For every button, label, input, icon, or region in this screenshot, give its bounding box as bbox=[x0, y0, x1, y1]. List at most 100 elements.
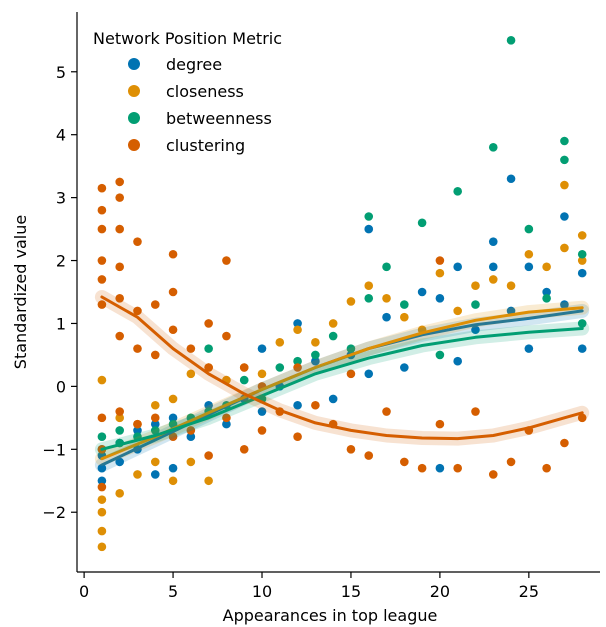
data-point-degree bbox=[97, 476, 107, 486]
data-point-betweenness bbox=[577, 319, 587, 328]
data-point-degree bbox=[186, 432, 196, 442]
data-point-degree bbox=[400, 363, 409, 372]
data-point-degree bbox=[524, 262, 534, 272]
trend-line-closeness bbox=[100, 306, 584, 461]
data-point-degree bbox=[150, 470, 160, 479]
data-point-degree bbox=[364, 369, 374, 379]
data-point-clustering bbox=[168, 249, 178, 259]
data-point-betweenness bbox=[115, 426, 124, 435]
data-point-clustering bbox=[115, 331, 124, 341]
data-point-clustering bbox=[133, 306, 142, 316]
data-point-clustering bbox=[97, 275, 107, 284]
data-point-betweenness bbox=[97, 432, 107, 442]
data-point-degree bbox=[577, 344, 587, 353]
data-point-degree bbox=[293, 400, 302, 410]
x-tick-label: 0 bbox=[79, 582, 89, 601]
data-point-degree bbox=[488, 262, 498, 272]
y-tick-label: 1 bbox=[56, 314, 66, 333]
data-point-clustering bbox=[364, 451, 374, 460]
data-point-clustering bbox=[311, 400, 320, 410]
axes bbox=[76, 12, 600, 573]
data-point-clustering bbox=[133, 237, 142, 246]
data-point-closeness bbox=[97, 375, 107, 385]
x-axis-title: Appearances in top league bbox=[223, 606, 438, 625]
y-tick-label: 3 bbox=[56, 189, 66, 208]
data-point-closeness bbox=[293, 325, 302, 335]
data-point-closeness bbox=[204, 476, 213, 486]
x-tick-label: 25 bbox=[519, 582, 539, 601]
x-tick-label: 10 bbox=[252, 582, 272, 601]
legend-marker-betweenness bbox=[128, 112, 140, 124]
data-point-clustering bbox=[506, 457, 516, 467]
data-point-betweenness bbox=[204, 344, 213, 353]
data-point-clustering bbox=[186, 344, 196, 353]
data-point-clustering bbox=[97, 413, 107, 423]
data-point-degree bbox=[542, 287, 551, 297]
data-point-closeness bbox=[257, 369, 267, 379]
data-point-betweenness bbox=[506, 36, 516, 45]
data-point-betweenness bbox=[560, 155, 569, 165]
trend-line-betweenness bbox=[100, 327, 584, 451]
data-point-degree bbox=[257, 344, 267, 353]
data-point-closeness bbox=[471, 281, 480, 291]
data-point-closeness bbox=[133, 470, 142, 479]
y-tick-label: −1 bbox=[42, 440, 66, 459]
data-point-clustering bbox=[133, 419, 142, 429]
data-point-closeness bbox=[560, 180, 569, 190]
data-point-degree bbox=[435, 463, 445, 473]
data-point-clustering bbox=[97, 224, 107, 234]
data-point-closeness bbox=[150, 400, 160, 410]
data-point-degree bbox=[435, 293, 445, 303]
data-point-degree bbox=[328, 394, 338, 404]
data-point-clustering bbox=[400, 457, 409, 467]
x-tick-label: 5 bbox=[168, 582, 178, 601]
data-point-betweenness bbox=[577, 249, 587, 259]
data-point-closeness bbox=[328, 319, 338, 328]
data-point-clustering bbox=[115, 177, 124, 187]
data-point-betweenness bbox=[328, 331, 338, 341]
legend: Network Position Metric degree closeness b… bbox=[93, 29, 282, 155]
data-point-degree bbox=[382, 312, 391, 322]
y-axis-title: Standardized value bbox=[11, 215, 30, 369]
ticks: 0 5 10 15 20 25 −2 −1 0 1 2 3 4 5 bbox=[42, 63, 539, 601]
data-point-degree bbox=[577, 268, 587, 278]
data-point-degree bbox=[293, 319, 302, 328]
data-point-closeness bbox=[346, 297, 356, 306]
data-point-degree bbox=[97, 463, 107, 473]
data-point-betweenness bbox=[524, 224, 534, 234]
data-point-closeness bbox=[524, 249, 534, 259]
legend-marker-closeness bbox=[128, 85, 140, 97]
data-point-clustering bbox=[204, 319, 213, 328]
data-point-degree bbox=[488, 237, 498, 246]
data-point-clustering bbox=[346, 369, 356, 379]
data-point-closeness bbox=[453, 306, 462, 316]
data-point-closeness bbox=[577, 231, 587, 240]
data-point-degree bbox=[204, 400, 213, 410]
data-point-clustering bbox=[115, 293, 124, 303]
data-point-betweenness bbox=[311, 350, 320, 360]
y-tick-label: −2 bbox=[42, 503, 66, 522]
data-point-betweenness bbox=[400, 300, 409, 309]
legend-title: Network Position Metric bbox=[93, 29, 282, 48]
data-point-betweenness bbox=[150, 426, 160, 435]
data-point-betweenness bbox=[417, 218, 427, 228]
data-point-clustering bbox=[168, 325, 178, 335]
data-point-closeness bbox=[382, 293, 391, 303]
data-point-betweenness bbox=[293, 356, 302, 366]
legend-label-betweenness: betweenness bbox=[166, 109, 272, 128]
trend-line-clustering bbox=[100, 295, 584, 441]
data-point-closeness bbox=[542, 262, 551, 272]
data-point-degree bbox=[364, 224, 374, 234]
data-point-clustering bbox=[133, 344, 142, 353]
data-point-degree bbox=[222, 419, 231, 429]
data-point-closeness bbox=[168, 476, 178, 486]
data-point-closeness bbox=[97, 495, 107, 504]
data-point-clustering bbox=[560, 438, 569, 448]
data-point-degree bbox=[524, 344, 534, 353]
legend-label-closeness: closeness bbox=[166, 82, 244, 101]
data-point-clustering bbox=[577, 413, 587, 423]
legend-label-degree: degree bbox=[166, 55, 222, 74]
data-point-degree bbox=[417, 287, 427, 297]
data-point-degree bbox=[471, 325, 480, 335]
